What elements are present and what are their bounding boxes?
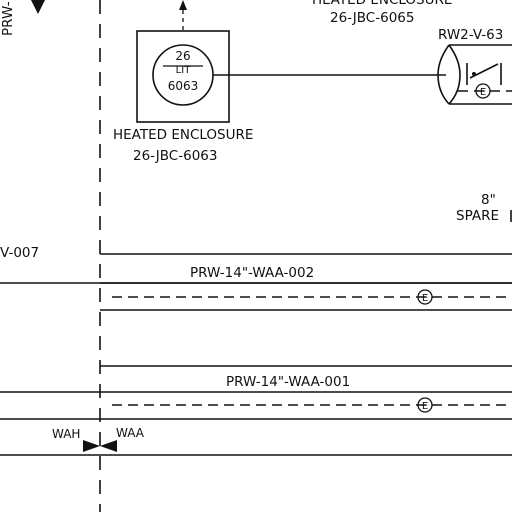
line-lower-label: PRW-14"-WAA-001 [226,374,350,390]
spare-size: 8" [481,192,496,208]
left-partial-tag: V-007 [0,245,39,261]
instrument-tag-function: LIT [176,65,192,76]
heat-trace-label-lower: E [422,401,428,412]
heat-trace-label-top: E [480,87,486,98]
up-arrow-icon [179,0,187,10]
instrument-tag-top: 26 [175,49,190,63]
heat-trace-symbol-top [475,83,491,99]
enclosure-right-id: 26-JBC-6065 [330,10,414,26]
waa-label: WAA [116,426,145,440]
heat-trace-label-upper: E [422,293,428,304]
valve-pivot [472,72,476,76]
down-arrow-icon [31,0,45,14]
instrument-tag-number: 6063 [168,79,199,93]
heat-trace-symbol-lower [417,397,433,413]
spare-label: SPARE [456,208,499,224]
valve-tag: RW2-V-63 [438,27,503,43]
enclosure-left-title: HEATED ENCLOSURE [113,127,253,143]
wah-label: WAH [52,427,80,441]
tie-in-left-triangle-icon [83,440,100,452]
left-partial-vertical-label: PRW- [0,1,16,36]
heated-enclosure-box [136,30,230,123]
pipe-end-cap-inner [448,44,461,105]
enclosure-right-title: HEATED ENCLOSURE [312,0,452,8]
pipe-end-cap [437,44,450,105]
enclosure-left-id: 26-JBC-6063 [133,148,217,164]
line-upper-label: PRW-14"-WAA-002 [190,265,314,281]
tie-in-right-triangle-icon [100,440,117,452]
heat-trace-symbol-upper [417,289,433,305]
